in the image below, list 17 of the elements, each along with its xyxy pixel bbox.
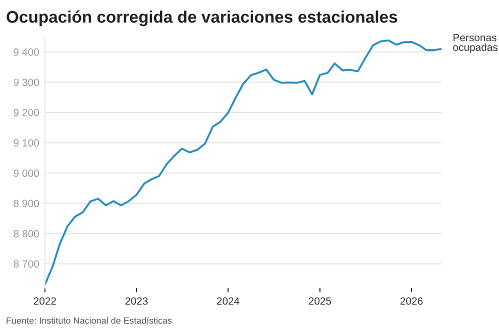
x-tick-label: 2026: [400, 297, 423, 305]
y-tick-label: 9 300: [14, 78, 39, 86]
line-series: [44, 39, 442, 286]
y-tick-label: 8 800: [14, 230, 39, 238]
series-label: Personas ocupadas: [453, 34, 498, 54]
x-tick-label: 2023: [125, 297, 148, 305]
chart-title: Ocupación corregida de variaciones estacionales: [6, 10, 398, 26]
y-tick-label: 8 900: [14, 200, 39, 208]
source-note: Fuente: Instituto Nacional de Estadísticas: [6, 317, 172, 324]
y-tick-label: 9 000: [14, 170, 39, 177]
y-tick-label: 9 200: [14, 108, 39, 116]
y-tick-label: 9 100: [14, 139, 39, 147]
x-tick-label: 2024: [217, 297, 240, 305]
x-tick-label: 2022: [34, 297, 56, 305]
y-tick-label: 9 400: [14, 48, 39, 56]
x-tick-label: 2025: [308, 297, 332, 305]
y-tick-label: 8 700: [14, 260, 39, 268]
